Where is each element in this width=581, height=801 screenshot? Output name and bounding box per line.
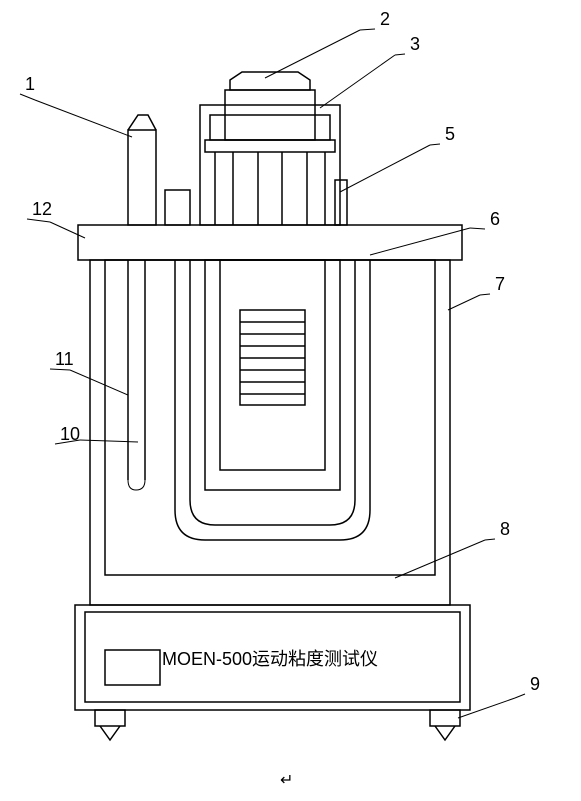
label-12: 12 (32, 199, 52, 219)
left-foot (95, 710, 125, 740)
label-2: 2 (380, 9, 390, 29)
label-5: 5 (445, 124, 455, 144)
leader-line-6 (370, 228, 470, 255)
leader-line-1 (35, 100, 132, 137)
left-tube-2 (165, 190, 190, 225)
label-10: 10 (60, 424, 80, 444)
label-6: 6 (490, 209, 500, 229)
label-numbers: 12356127111089 (25, 9, 540, 694)
leader-line-11 (70, 370, 128, 395)
label-8: 8 (500, 519, 510, 539)
inner-vessel (105, 260, 435, 575)
left-tube-1 (128, 115, 156, 225)
label-9: 9 (530, 674, 540, 694)
top-center-assembly (200, 72, 340, 225)
technical-diagram: MOEN-500运动粘度测试仪 12356127111089 ↵ (0, 0, 581, 801)
device-caption: MOEN-500运动粘度测试仪 (162, 649, 378, 669)
leader-line-8 (395, 540, 485, 578)
right-tube (335, 180, 347, 225)
outer-vessel (90, 260, 450, 605)
top-flange (78, 225, 462, 260)
leader-line-5 (340, 145, 430, 192)
leader-line-7 (448, 295, 480, 310)
right-foot (430, 710, 460, 740)
u-tube-assembly (175, 260, 370, 540)
display-screen (105, 650, 160, 685)
label-3: 3 (410, 34, 420, 54)
arrow-symbol: ↵ (280, 772, 293, 789)
label-7: 7 (495, 274, 505, 294)
label-1: 1 (25, 74, 35, 94)
leader-line-2 (265, 30, 360, 78)
leader-line-3 (320, 55, 395, 108)
leader-line-9 (458, 698, 515, 718)
left-inner-tube (128, 260, 145, 490)
leader-line-10 (80, 440, 138, 442)
label-11: 11 (55, 349, 74, 369)
